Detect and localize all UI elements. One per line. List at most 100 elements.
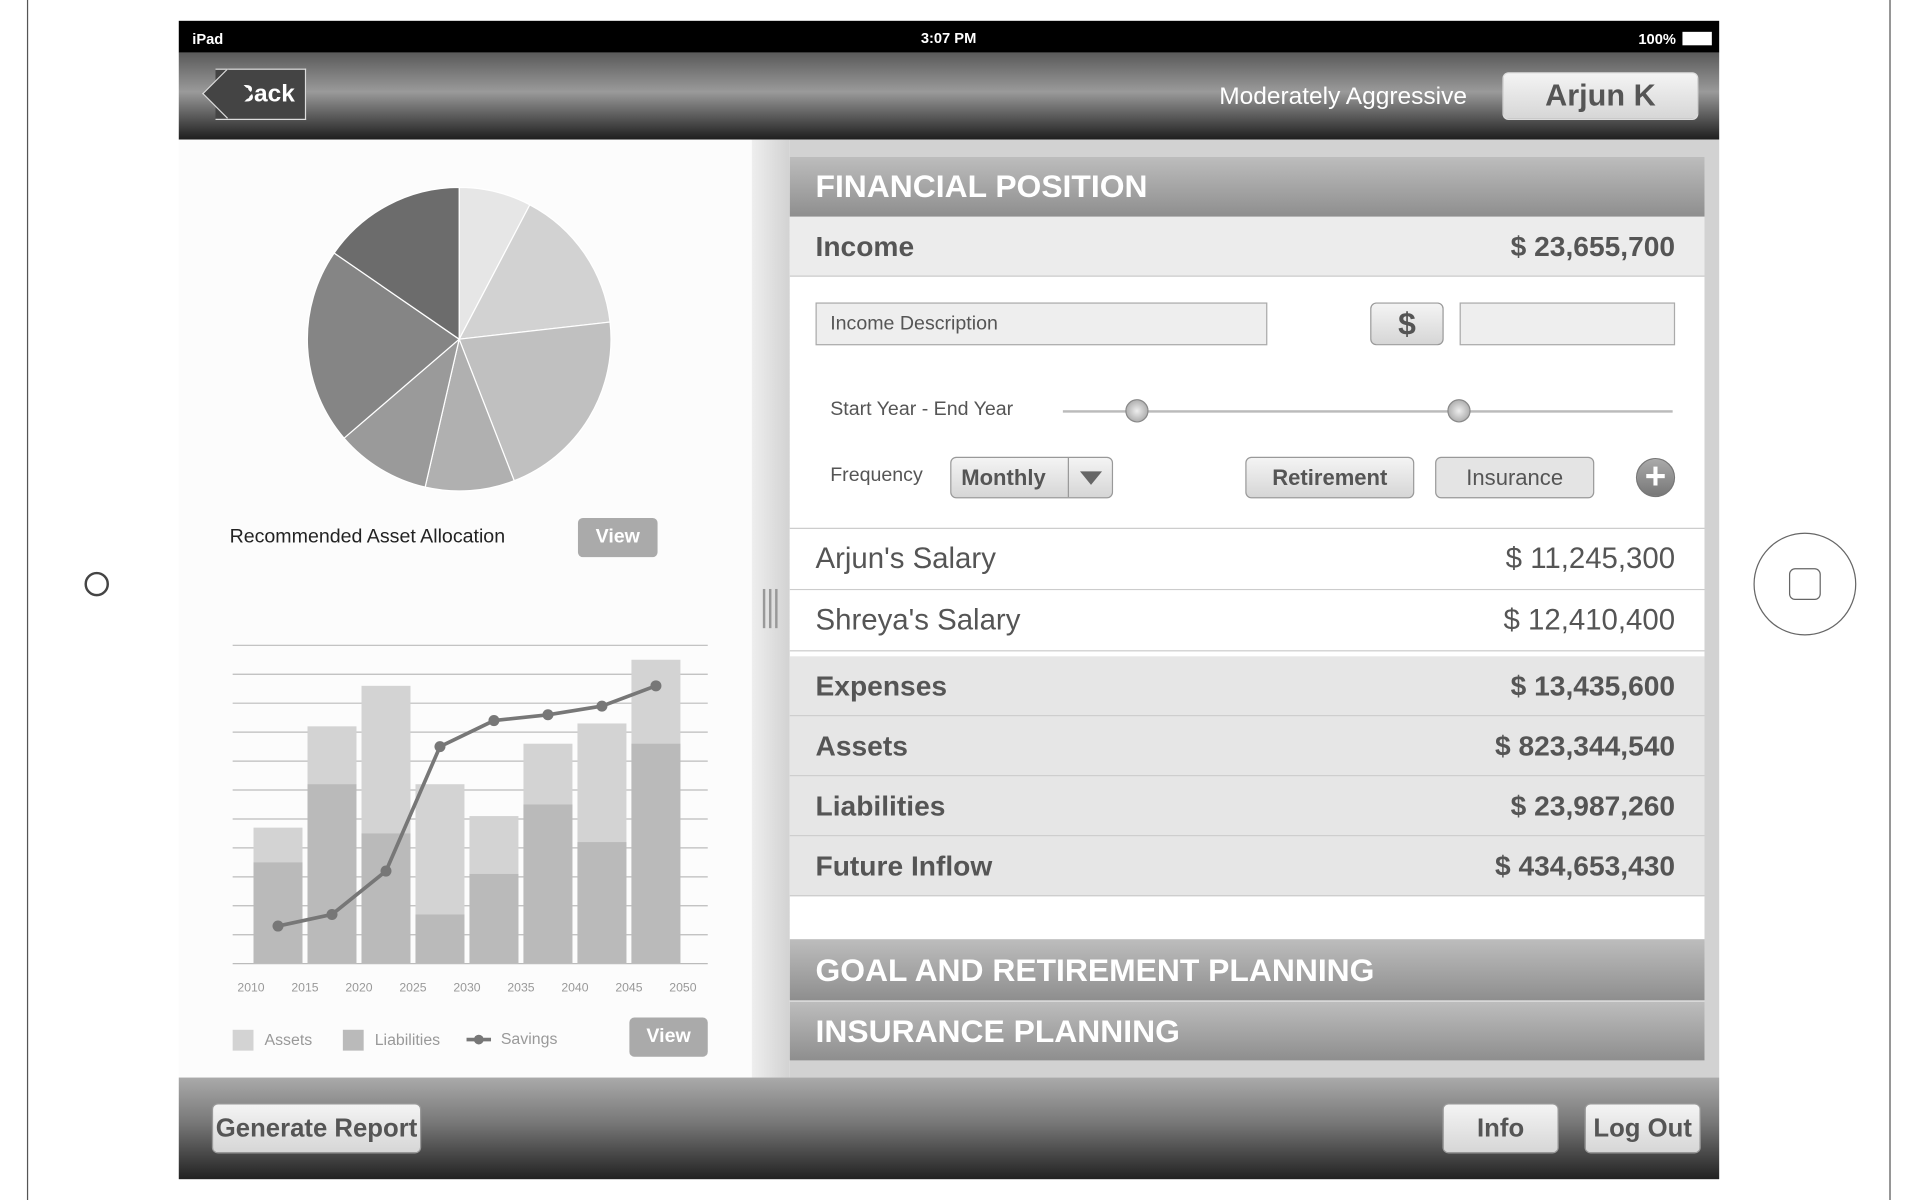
home-icon [1788, 568, 1821, 601]
row-value: $ 823,344,540 [1494, 729, 1676, 762]
x-tick-label: 2040 [561, 980, 588, 994]
add-button[interactable]: + [1635, 457, 1676, 498]
x-tick-label: 2035 [507, 980, 534, 994]
device-name: iPad [192, 30, 224, 48]
x-tick-label: 2030 [453, 980, 480, 994]
row-label: Liabilities [815, 789, 946, 822]
bar [253, 862, 303, 964]
row-value: $ 434,653,430 [1494, 849, 1676, 882]
savings-line [277, 684, 657, 928]
section-header[interactable]: INSURANCE PLANNING [789, 1000, 1705, 1061]
row-label: Future Inflow [815, 849, 993, 882]
generate-report-button[interactable]: Generate Report [211, 1103, 422, 1154]
separator [789, 527, 1705, 529]
income-item-row: Shreya's Salary $ 12,410,400 [789, 590, 1705, 652]
battery-text: 100% [1638, 30, 1676, 48]
slider-handle[interactable] [1447, 399, 1471, 423]
bar [415, 914, 465, 964]
savings-point [326, 908, 338, 920]
info-button[interactable]: Info [1442, 1103, 1559, 1154]
pie-slice [458, 203, 611, 340]
summary-row: Expenses $ 13,435,600 [789, 656, 1705, 717]
status-bar: iPad 3:07 PM 100% [178, 20, 1720, 53]
row-value: $ 23,655,700 [1510, 229, 1676, 262]
x-tick-label: 2020 [345, 980, 372, 994]
row-label: Expenses [815, 669, 948, 702]
divider-grip[interactable] [762, 588, 778, 629]
x-tick-label: 2025 [399, 980, 426, 994]
pie-slice [333, 186, 460, 341]
row-label: Income [815, 229, 915, 262]
insurance-button[interactable]: Insurance [1435, 456, 1595, 499]
summary-row: Future Inflow $ 434,653,430 [789, 836, 1705, 897]
legend-label: Savings [501, 1031, 558, 1048]
bar [577, 842, 627, 964]
legend-label: Liabilities [375, 1032, 440, 1049]
home-button[interactable] [1753, 532, 1857, 636]
row-label: Arjun's Salary [815, 541, 996, 575]
bar [469, 873, 519, 964]
year-slider [1062, 410, 1673, 413]
back-label-cover [223, 70, 272, 119]
bar [307, 784, 357, 964]
x-tick-label: 2050 [669, 980, 696, 994]
legend-swatch [232, 1029, 254, 1051]
pie-slice [458, 321, 612, 482]
row-value: $ 23,987,260 [1510, 789, 1676, 822]
divider-grip [768, 588, 772, 629]
pie-slice [343, 337, 461, 488]
currency-button[interactable]: $ [1370, 302, 1444, 346]
pie-caption: Recommended Asset Allocation [229, 526, 506, 548]
x-tick-label: 2010 [237, 980, 264, 994]
row-label: Shreya's Salary [815, 603, 1021, 637]
savings-point [488, 715, 500, 727]
savings-point [650, 680, 662, 692]
x-tick-label: 2045 [615, 980, 642, 994]
bar [631, 743, 681, 964]
dropdown-sep [1067, 457, 1069, 498]
savings-point [542, 709, 554, 721]
clock: 3:07 PM [920, 29, 977, 47]
view-button[interactable]: View [629, 1017, 708, 1057]
view-button[interactable]: View [577, 517, 658, 558]
device-edge [1889, 0, 1891, 1200]
dropdown-arrow [1080, 471, 1103, 485]
row-value: $ 13,435,600 [1510, 669, 1676, 702]
savings-point [272, 920, 284, 932]
amount-input[interactable] [1459, 302, 1676, 346]
row-value: $ 12,410,400 [1503, 603, 1676, 637]
retirement-button[interactable]: Retirement [1245, 456, 1415, 499]
summary-row: Liabilities $ 23,987,260 [789, 776, 1705, 837]
battery-icon [1682, 31, 1712, 46]
legend-label: Assets [264, 1032, 312, 1049]
camera [84, 571, 109, 597]
slider-handle[interactable] [1125, 399, 1149, 423]
savings-point [596, 700, 608, 712]
frequency-label: Frequency [830, 465, 923, 487]
frequency-dropdown[interactable]: Monthly [950, 456, 1114, 499]
summary-row: Assets $ 823,344,540 [789, 716, 1705, 777]
row-label: Assets [815, 729, 908, 762]
x-tick-label: 2015 [291, 980, 318, 994]
description-input[interactable]: Income Description [815, 302, 1268, 346]
income-item-row: Arjun's Salary $ 11,245,300 [789, 528, 1705, 591]
logout-button[interactable]: Log Out [1584, 1103, 1701, 1154]
bar [361, 833, 411, 964]
income-row: Income $ 23,655,700 [789, 216, 1705, 277]
savings-point [434, 741, 446, 753]
user-button[interactable]: Arjun K [1502, 72, 1699, 121]
device-edge [26, 0, 29, 1200]
savings-point [380, 865, 392, 877]
row-value: $ 11,245,300 [1505, 541, 1676, 575]
risk-profile: Moderately Aggressive [1219, 83, 1467, 111]
section-header[interactable]: GOAL AND RETIREMENT PLANNING [789, 939, 1705, 1001]
section-header[interactable]: FINANCIAL POSITION [789, 156, 1705, 217]
legend-dot [473, 1034, 484, 1045]
pie-slice [306, 252, 461, 440]
bar [523, 804, 573, 964]
legend-swatch [342, 1029, 364, 1051]
pie-slice [424, 337, 515, 492]
year-label: Start Year - End Year [830, 399, 1014, 421]
